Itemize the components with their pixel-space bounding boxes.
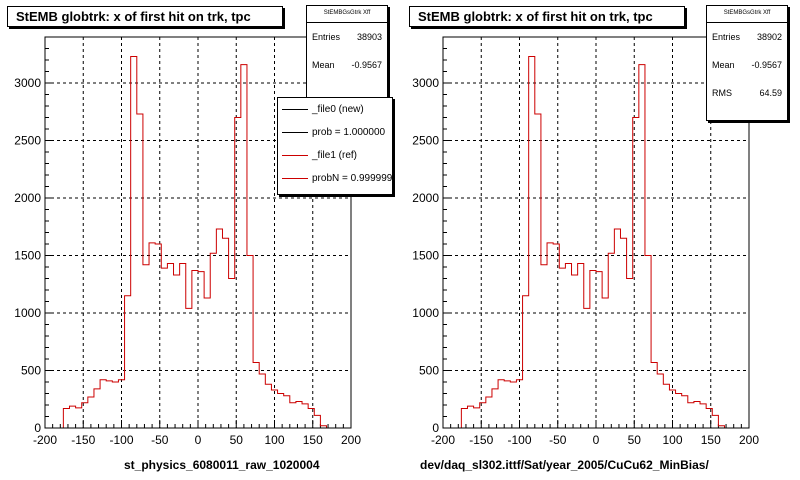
right-stats-mean-label: Mean bbox=[712, 60, 735, 70]
right-chart-title: StEMB globtrk: x of first hit on trk, tp… bbox=[409, 6, 685, 27]
left-plot-frame bbox=[44, 36, 352, 429]
legend-swatch-prob bbox=[282, 132, 308, 133]
right-stats-row-rms: RMS 64.59 bbox=[707, 79, 787, 107]
legend-label-probn: probN = 0.999999 bbox=[312, 173, 393, 184]
left-y-tick-label: 1500 bbox=[14, 249, 41, 263]
legend-item-file1: _file1 (ref) bbox=[278, 144, 392, 167]
right-plot-frame bbox=[442, 36, 750, 429]
right-stats-entries-value: 38902 bbox=[756, 32, 782, 42]
left-y-tick-label: 2500 bbox=[14, 134, 41, 148]
left-stats-mean-label: Mean bbox=[312, 60, 335, 70]
right-y-tick-label: 0 bbox=[432, 421, 439, 435]
right-stats-row-entries: Entries 38902 bbox=[707, 23, 787, 51]
left-y-tick-label: 0 bbox=[34, 421, 41, 435]
left-stats-entries-value: 38903 bbox=[356, 32, 382, 42]
right-x-tick-label: -100 bbox=[507, 433, 531, 447]
right-y-tick-label: 1000 bbox=[412, 306, 439, 320]
right-stats-rms-value: 64.59 bbox=[759, 88, 782, 98]
left-x-tick-label: 50 bbox=[230, 433, 244, 447]
right-y-tick-label: 1500 bbox=[412, 249, 439, 263]
right-stats-entries-label: Entries bbox=[712, 32, 741, 42]
right-y-tick-label: 2500 bbox=[412, 134, 439, 148]
right-x-tick-label: 200 bbox=[739, 433, 759, 447]
left-y-tick-label: 500 bbox=[21, 364, 41, 378]
right-x-tick-label: -200 bbox=[431, 433, 455, 447]
left-x-tick-label: 200 bbox=[341, 433, 361, 447]
right-x-tick-label: 50 bbox=[628, 433, 642, 447]
right-x-tick-label: 150 bbox=[701, 433, 721, 447]
legend-label-prob: prob = 1.000000 bbox=[312, 127, 386, 138]
legend-item-file0: _file0 (new) bbox=[278, 98, 392, 121]
legend-swatch-file1 bbox=[282, 155, 308, 156]
left-stats-mean-value: -0.9567 bbox=[351, 60, 382, 70]
right-x-tick-label: 0 bbox=[593, 433, 600, 447]
right-histogram-series-0 bbox=[443, 56, 749, 429]
left-stats-row-mean: Mean -0.9567 bbox=[307, 51, 387, 79]
right-x-tick-label: -150 bbox=[469, 433, 493, 447]
left-x-tick-label: -100 bbox=[109, 433, 133, 447]
left-legend: _file0 (new) prob = 1.000000 _file1 (ref… bbox=[277, 97, 393, 195]
left-x-axis-title: st_physics_6080011_raw_1020004 bbox=[124, 458, 320, 472]
left-x-tick-label: 0 bbox=[195, 433, 202, 447]
right-stats-mean-value: -0.9567 bbox=[751, 60, 782, 70]
left-y-tick-label: 1000 bbox=[14, 306, 41, 320]
left-x-tick-label: 100 bbox=[264, 433, 284, 447]
left-y-tick-label: 2000 bbox=[14, 191, 41, 205]
right-stats-rms-label: RMS bbox=[712, 88, 732, 98]
right-y-tick-label: 2000 bbox=[412, 191, 439, 205]
left-chart-title: StEMB globtrk: x of first hit on trk, tp… bbox=[7, 6, 283, 27]
right-x-axis-title: dev/daq_sl302.ittf/Sat/year_2005/CuCu62_… bbox=[420, 458, 709, 472]
legend-item-probn: probN = 0.999999 bbox=[278, 167, 392, 190]
left-stats-entries-label: Entries bbox=[312, 32, 341, 42]
right-x-tick-label: -50 bbox=[549, 433, 567, 447]
left-histogram-series-0 bbox=[45, 56, 351, 429]
legend-label-file1: _file1 (ref) bbox=[312, 150, 358, 161]
left-x-tick-label: -50 bbox=[151, 433, 169, 447]
left-stats-row-entries: Entries 38903 bbox=[307, 23, 387, 51]
left-x-tick-label: -150 bbox=[71, 433, 95, 447]
right-stats-name: StEMBGsGtrk Xff bbox=[707, 6, 787, 23]
left-stats-name: StEMBGsGtrk Xff bbox=[307, 6, 387, 23]
right-y-tick-label: 3000 bbox=[412, 76, 439, 90]
legend-swatch-file0 bbox=[282, 109, 308, 110]
left-x-tick-label: 150 bbox=[303, 433, 323, 447]
right-y-tick-label: 500 bbox=[419, 364, 439, 378]
legend-label-file0: _file0 (new) bbox=[312, 104, 364, 115]
right-chart-title-text: StEMB globtrk: x of first hit on trk, tp… bbox=[418, 9, 653, 24]
left-y-tick-label: 3000 bbox=[14, 76, 41, 90]
right-x-tick-label: 100 bbox=[662, 433, 682, 447]
left-x-tick-label: -200 bbox=[33, 433, 57, 447]
legend-swatch-probn bbox=[282, 178, 308, 179]
right-stats-row-mean: Mean -0.9567 bbox=[707, 51, 787, 79]
left-chart-title-text: StEMB globtrk: x of first hit on trk, tp… bbox=[16, 9, 251, 24]
legend-item-prob: prob = 1.000000 bbox=[278, 121, 392, 144]
right-stats-box: StEMBGsGtrk Xff Entries 38902 Mean -0.95… bbox=[706, 5, 788, 121]
